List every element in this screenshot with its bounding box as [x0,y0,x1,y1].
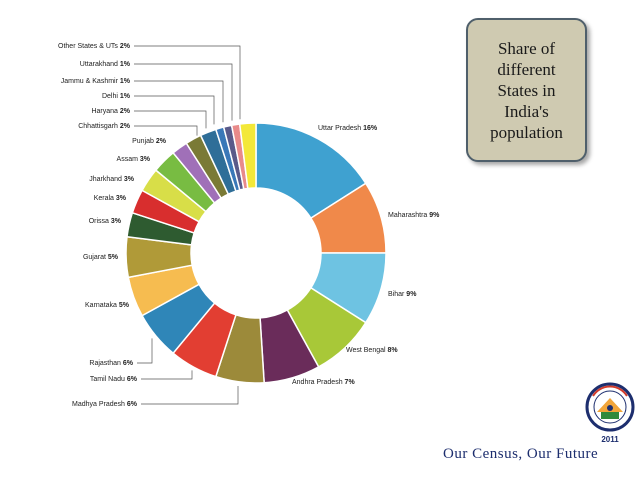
chart-slices [125,122,387,384]
slice-label-jharkhand: Jharkhand 3% [89,176,135,183]
slice-label-name: Andhra Pradesh [292,379,345,386]
leader-line-other-states-and-uts [134,45,241,120]
chart-labels: Uttar Pradesh 16%Maharashtra 9%Bihar 9%W… [58,43,440,408]
slice-other-states-and-uts [238,122,257,190]
slice-label-tamil-nadu: Tamil Nadu 6% [90,376,138,383]
slice-label-value: 1% [120,61,131,68]
chart-leader-lines [134,45,241,405]
slice-label-value: 8% [388,347,399,354]
slice-label-punjab: Punjab 2% [132,138,167,145]
slice-label-name: Chhattisgarh [78,123,120,130]
slice-label-value: 9% [406,291,417,298]
slice-label-value: 9% [429,212,440,219]
slice-label-name: Uttarakhand [80,61,120,68]
leader-line-haryana [134,110,207,129]
slice-label-other-states-and-uts: Other States & UTs 2% [58,43,131,50]
slice-label-assam: Assam 3% [117,156,151,163]
slice-label-name: Jammu & Kashmir [61,78,120,85]
slice-label-name: Bihar [388,291,406,298]
leader-line-chhattisgarh [134,125,198,136]
slice-label-haryana: Haryana 2% [91,108,130,115]
slice-label-value: 5% [108,254,119,261]
leader-line-delhi [134,95,215,125]
slice-label-value: 3% [140,156,151,163]
slice-label-chhattisgarh: Chhattisgarh 2% [78,123,131,130]
slice-label-name: Madhya Pradesh [72,401,127,408]
slice-label-name: Other States & UTs [58,43,120,50]
slice-label-andhra-pradesh: Andhra Pradesh 7% [292,379,355,386]
slice-label-name: Assam [117,156,140,163]
slice-label-kerala: Kerala 3% [94,195,127,202]
slice-label-name: Punjab [132,138,156,145]
slice-label-value: 2% [120,123,131,130]
census-of-india-emblem-icon [585,382,635,432]
slice-label-gujarat: Gujarat 5% [83,254,119,261]
leader-line-jammu-and-kashmir [134,80,224,123]
slice-label-value: 6% [123,360,134,367]
slice-label-bihar: Bihar 9% [388,291,417,298]
slice-label-jammu-and-kashmir: Jammu & Kashmir 1% [61,78,131,85]
slice-label-value: 2% [156,138,167,145]
slice-label-madhya-pradesh: Madhya Pradesh 6% [72,401,138,408]
leader-line-tamil-nadu [141,370,193,380]
footer-slogan: Our Census, Our Future [443,446,599,462]
slice-label-name: Gujarat [83,254,108,261]
slice-label-value: 6% [127,376,138,383]
slice-label-name: Haryana [91,108,119,115]
slice-label-value: 6% [127,401,138,408]
slice-label-name: West Bengal [346,347,388,354]
slice-label-name: Delhi [102,93,120,100]
slice-label-maharashtra: Maharashtra 9% [388,212,440,219]
slice-label-karnataka: Karnataka 5% [85,302,130,309]
slice-label-orissa: Orissa 3% [89,218,122,225]
logo-year: 2011 [601,435,619,444]
leader-line-madhya-pradesh [141,385,239,405]
slice-label-value: 3% [111,218,122,225]
slice-label-value: 16% [363,125,378,132]
slice-label-name: Maharashtra [388,212,429,219]
leader-line-rajasthan [137,338,153,364]
slice-label-name: Rajasthan [89,360,122,367]
slice-label-rajasthan: Rajasthan 6% [89,360,133,367]
slice-label-value: 7% [345,379,356,386]
title-box: Share of different States in India's pop… [466,18,587,162]
slide-title: Share of different States in India's pop… [490,38,563,142]
slice-label-value: 5% [119,302,130,309]
slice-label-name: Karnataka [85,302,119,309]
census-logo: 2011 [585,382,637,444]
slice-label-name: Tamil Nadu [90,376,127,383]
slice-label-delhi: Delhi 1% [102,93,131,100]
slice-label-west-bengal: West Bengal 8% [346,347,398,354]
slice-label-name: Uttar Pradesh [318,125,363,132]
slice-label-value: 3% [116,195,127,202]
slice-label-value: 1% [120,93,131,100]
slice-label-name: Orissa [89,218,111,225]
slice-label-uttar-pradesh: Uttar Pradesh 16% [318,125,378,132]
slice-label-value: 2% [120,43,131,50]
slice-label-value: 2% [120,108,131,115]
slice-label-name: Jharkhand [89,176,124,183]
slice-label-value: 1% [120,78,131,85]
slice-label-uttarakhand: Uttarakhand 1% [80,61,131,68]
leader-line-uttarakhand [134,63,233,121]
slice-label-name: Kerala [94,195,116,202]
slice-label-value: 3% [124,176,135,183]
